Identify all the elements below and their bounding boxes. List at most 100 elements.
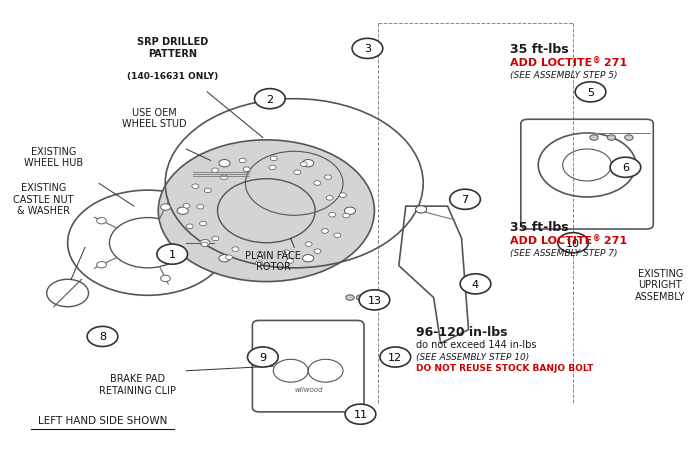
Text: (SEE ASSEMBLY STEP 7): (SEE ASSEMBLY STEP 7) [510,249,618,257]
Circle shape [218,179,315,243]
Circle shape [97,218,106,224]
Circle shape [97,262,106,269]
Circle shape [248,347,278,367]
Circle shape [302,160,314,168]
Text: ADD LOCTITE: ADD LOCTITE [510,236,593,246]
Text: 6: 6 [622,163,629,173]
Text: ®: ® [593,56,600,66]
Text: wilwood: wilwood [294,386,323,392]
Circle shape [380,347,411,367]
Circle shape [590,135,598,141]
Circle shape [244,168,250,172]
Text: (SEE ASSEMBLY STEP 5): (SEE ASSEMBLY STEP 5) [510,71,618,80]
Circle shape [186,224,193,229]
Text: 7: 7 [461,195,468,205]
Text: USE OEM
WHEEL STUD: USE OEM WHEEL STUD [122,107,187,129]
Circle shape [449,190,480,210]
Text: 8: 8 [99,332,106,341]
Circle shape [343,214,350,218]
Circle shape [610,158,640,178]
Text: 35 ft-lbs: 35 ft-lbs [510,43,569,56]
Circle shape [340,193,346,198]
Circle shape [220,176,228,180]
Circle shape [321,229,328,234]
Circle shape [219,160,230,168]
Circle shape [199,222,206,226]
Text: 35 ft-lbs: 35 ft-lbs [510,221,569,234]
Circle shape [314,249,321,254]
Circle shape [329,213,336,218]
Text: SRP DRILLED
PATTERN: SRP DRILLED PATTERN [136,37,208,58]
Text: 271: 271 [600,58,626,68]
Circle shape [314,181,321,186]
Circle shape [257,252,264,257]
Text: EXISTING
CASTLE NUT
& WASHER: EXISTING CASTLE NUT & WASHER [13,183,74,216]
Text: 10: 10 [566,238,580,248]
Circle shape [359,290,390,310]
Circle shape [225,255,232,260]
Circle shape [239,159,246,163]
Circle shape [160,275,170,282]
Text: 2: 2 [266,95,274,105]
Circle shape [200,240,210,246]
Text: 96-120 in-lbs: 96-120 in-lbs [416,326,508,339]
Text: 3: 3 [364,45,371,54]
Circle shape [352,39,383,59]
Circle shape [183,204,190,209]
Circle shape [197,205,204,209]
Circle shape [325,175,332,180]
Circle shape [344,207,356,215]
Text: 5: 5 [587,88,594,98]
Circle shape [160,204,170,211]
Circle shape [305,242,312,247]
Text: 11: 11 [354,409,368,419]
Text: 12: 12 [389,352,402,362]
Circle shape [575,83,606,103]
Text: LEFT HAND SIDE SHOWN: LEFT HAND SIDE SHOWN [38,415,167,425]
Circle shape [269,166,276,170]
Circle shape [158,140,375,282]
Text: DO NOT REUSE STOCK BANJO BOLT: DO NOT REUSE STOCK BANJO BOLT [416,364,594,373]
Circle shape [294,171,301,175]
Circle shape [345,404,376,424]
Circle shape [367,295,375,301]
Text: BRAKE PAD
RETAINING CLIP: BRAKE PAD RETAINING CLIP [99,373,176,395]
Circle shape [624,135,633,141]
Circle shape [270,157,277,161]
Circle shape [256,261,262,266]
Circle shape [416,206,427,213]
Text: ADD LOCTITE: ADD LOCTITE [510,58,593,68]
Circle shape [356,295,365,301]
Circle shape [558,233,589,253]
Text: EXISTING
WHEEL HUB: EXISTING WHEEL HUB [24,146,83,168]
Text: (140-16631 ONLY): (140-16631 ONLY) [127,72,218,81]
Circle shape [334,234,341,238]
Circle shape [346,295,354,301]
Circle shape [177,207,188,215]
Circle shape [232,247,239,252]
Circle shape [302,255,314,262]
Text: 9: 9 [259,352,267,362]
Text: (SEE ASSEMBLY STEP 10): (SEE ASSEMBLY STEP 10) [416,352,529,361]
Circle shape [460,274,491,294]
Text: do not exceed 144 in-lbs: do not exceed 144 in-lbs [416,340,537,349]
Circle shape [282,250,289,255]
Text: 271: 271 [600,236,626,246]
Circle shape [204,189,211,193]
Circle shape [255,90,285,110]
Text: 1: 1 [169,250,176,260]
Circle shape [212,237,219,241]
Text: PLAIN FACE
ROTOR: PLAIN FACE ROTOR [246,250,301,272]
Text: EXISTING
UPRIGHT
ASSEMBLY: EXISTING UPRIGHT ASSEMBLY [635,268,685,302]
Text: 13: 13 [368,295,382,305]
Circle shape [87,327,118,347]
Text: 4: 4 [472,279,479,289]
Circle shape [201,242,208,247]
Text: ®: ® [593,235,600,244]
Circle shape [326,196,333,201]
Circle shape [300,162,307,167]
Circle shape [608,135,615,141]
Circle shape [286,259,293,263]
Circle shape [192,185,199,189]
Circle shape [219,255,230,262]
